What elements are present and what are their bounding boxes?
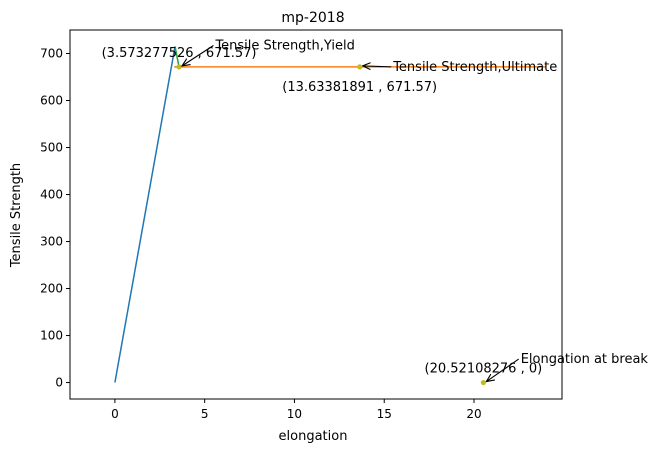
annotation-text-1: Tensile Strength,Yield bbox=[214, 39, 354, 54]
value-label-2: (13.63381891 , 671.57) bbox=[282, 80, 437, 95]
y-tick-label-6: 500 bbox=[40, 141, 63, 155]
y-tick-label-3: 200 bbox=[40, 282, 63, 296]
annotation-arrow-1 bbox=[182, 45, 214, 66]
y-axis-label: Tensile Strength bbox=[9, 163, 24, 268]
annotation-arrow-2 bbox=[363, 66, 392, 67]
data-point-2 bbox=[357, 64, 363, 70]
y-tick-label-5: 400 bbox=[40, 188, 63, 202]
series-line-1 bbox=[114, 46, 176, 383]
y-tick-label-8: 700 bbox=[40, 47, 63, 61]
chart-title: mp-2018 bbox=[281, 10, 344, 26]
x-tick-label-2: 5 bbox=[201, 407, 209, 421]
annotation-arrow-3 bbox=[486, 358, 520, 382]
x-axis-label: elongation bbox=[279, 429, 348, 444]
value-label-1: (3.573277526 , 671.57) bbox=[102, 46, 257, 61]
value-label-3: (20.52108276 , 0) bbox=[425, 362, 543, 377]
annotation-text-2: Tensile Strength,Ultimate bbox=[392, 60, 557, 75]
plot-area: Tensile Strength,Yield Tensile Strength,U… bbox=[102, 39, 649, 386]
data-point-1 bbox=[176, 64, 182, 70]
x-tick-label-3: 10 bbox=[287, 407, 302, 421]
annotation-text-3: Elongation at break bbox=[521, 352, 649, 367]
x-tick-label-5: 20 bbox=[466, 407, 481, 421]
series-line-2 bbox=[174, 46, 180, 68]
x-tick-label-4: 15 bbox=[377, 407, 392, 421]
y-tick-label-2: 100 bbox=[40, 329, 63, 343]
y-tick-label-4: 300 bbox=[40, 235, 63, 249]
data-point-3 bbox=[480, 379, 486, 386]
y-tick-label-1: 0 bbox=[55, 376, 63, 390]
axes-frame bbox=[69, 29, 563, 400]
y-tick-label-7: 600 bbox=[40, 94, 63, 108]
x-tick-label-1: 0 bbox=[111, 407, 119, 421]
